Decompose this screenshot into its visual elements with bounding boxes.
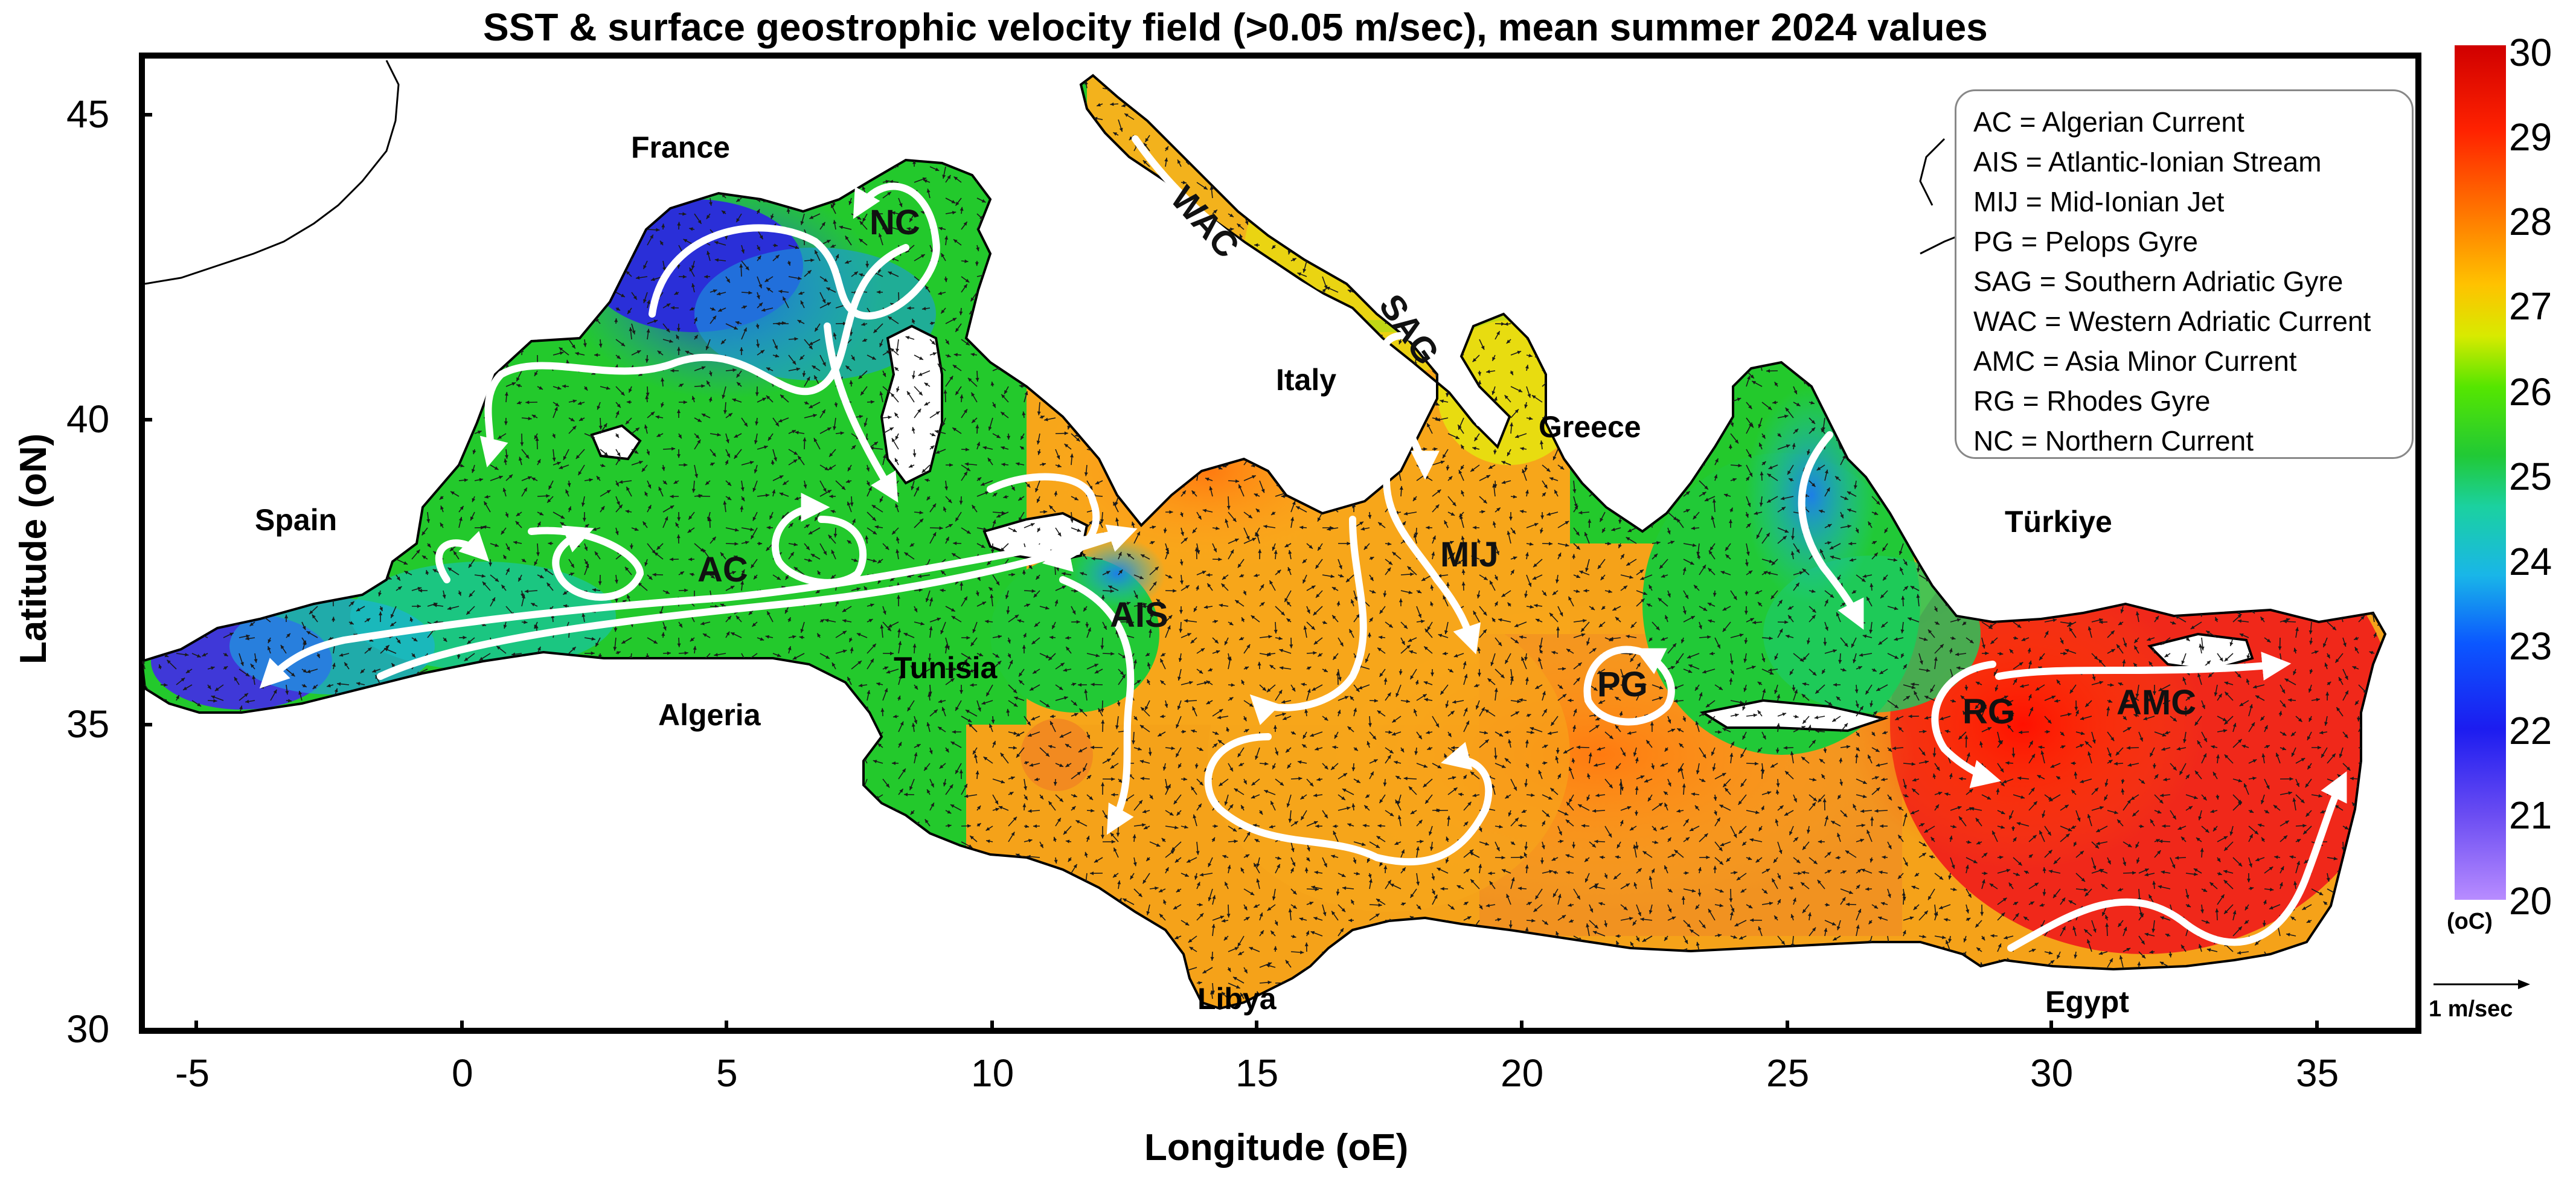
label-nc: NC [870, 203, 920, 242]
colorbar-tick-label: 21 [2509, 793, 2552, 837]
current-path-ac-east [377, 524, 1138, 680]
place-tunisia: Tunisia [894, 651, 998, 685]
legend-item: AC = Algerian Current [1973, 106, 2244, 138]
chart-title: SST & surface geostrophic velocity field… [483, 5, 1988, 49]
island-crete [1699, 699, 1889, 732]
place-egypt: Egypt [2045, 985, 2129, 1019]
colorbar-tick-label: 28 [2509, 200, 2552, 243]
place-algeria: Algeria [658, 698, 761, 732]
x-tick-label: 0 [452, 1051, 473, 1095]
legend-item: WAC = Western Adriatic Current [1973, 306, 2371, 337]
label-amc: AMC [2116, 683, 2197, 722]
legend-box: AC = Algerian Current AIS = Atlantic-Ion… [1955, 89, 2414, 459]
colorbar-tick-label: 27 [2509, 284, 2552, 328]
island-corsica-sardinia [880, 324, 943, 485]
current-path-eddy-3 [987, 473, 1100, 572]
x-tick-label: 15 [1235, 1051, 1279, 1095]
y-axis-label: Latitude (oN) [13, 433, 54, 664]
current-path-ionian [1204, 733, 1493, 866]
place-spain: Spain [255, 503, 338, 537]
y-tick-label: 40 [66, 397, 110, 441]
x-tick-label: 30 [2030, 1051, 2074, 1095]
current-path-rg [1931, 661, 2001, 789]
current-path-nc [649, 182, 940, 320]
legend-item: MIJ = Mid-Ionian Jet [1973, 186, 2225, 217]
current-path-ais [1059, 576, 1135, 835]
x-tick-label: -5 [175, 1051, 210, 1095]
label-ais: AIS [1110, 595, 1168, 635]
colorbar [2455, 45, 2506, 900]
x-tick-label: 10 [971, 1051, 1014, 1095]
velocity-scale-label: 1 m/sec [2429, 996, 2513, 1022]
current-path-eddy-1 [528, 525, 644, 601]
place-libya: Libya [1197, 982, 1277, 1016]
current-path-eddy-west [435, 531, 490, 583]
y-tick-label: 35 [66, 702, 110, 746]
label-pg: PG [1597, 665, 1648, 704]
place-turkiye: Türkiye [2005, 505, 2112, 539]
label-rg: RG [1962, 692, 2015, 731]
colorbar-tick-label: 23 [2509, 624, 2552, 668]
colorbar-tick-label: 26 [2509, 370, 2552, 414]
current-path-mij-2 [1249, 516, 1367, 725]
place-france: France [631, 130, 730, 164]
y-tick-label: 30 [66, 1007, 110, 1051]
current-path-aegean [1798, 431, 1864, 630]
current-path-liguro [824, 322, 899, 503]
velocity-scale-arrow [2433, 979, 2530, 989]
colorbar-tick-label: 25 [2509, 455, 2552, 498]
legend-item: AIS = Atlantic-Ionian Stream [1973, 146, 2322, 178]
colorbar-tick-label: 30 [2509, 31, 2552, 74]
legend-item: PG = Pelops Gyre [1973, 226, 2198, 257]
colorbar-tick-label: 20 [2509, 879, 2552, 923]
legend-item: AMC = Asia Minor Current [1973, 345, 2297, 377]
colorbar-tick-label: 24 [2509, 540, 2552, 583]
island-balearic [590, 424, 642, 461]
current-path-sag [1376, 332, 1483, 426]
x-tick-label: 5 [716, 1051, 738, 1095]
y-tick-label: 45 [66, 92, 110, 136]
current-path-eddy-2 [771, 493, 867, 586]
current-path-pg [1583, 646, 1675, 726]
x-tick-label: 35 [2296, 1051, 2339, 1095]
current-paths [259, 135, 2347, 952]
colorbar-unit: (oC) [2447, 909, 2493, 934]
current-path-amc [1995, 652, 2292, 681]
axis-ticks [142, 113, 2319, 1031]
place-greece: Greece [1539, 410, 1641, 444]
legend-item: NC = Northern Current [1973, 425, 2254, 457]
current-path-wac [1132, 135, 1440, 480]
current-path-ac [259, 528, 1133, 689]
x-tick-label: 25 [1766, 1051, 1810, 1095]
place-italy: Italy [1276, 363, 1337, 397]
current-path-lion [479, 244, 909, 467]
current-path-mij [1383, 455, 1481, 655]
current-path-levantine [2007, 771, 2347, 952]
colorbar-tick-label: 22 [2509, 709, 2552, 752]
colorbar-tick-label: 29 [2509, 115, 2552, 159]
x-tick-label: 20 [1501, 1051, 1544, 1095]
legend-item: SAG = Southern Adriatic Gyre [1973, 266, 2344, 297]
label-mij: MIJ [1440, 535, 1499, 574]
label-ac: AC [697, 550, 748, 589]
legend-item: RG = Rhodes Gyre [1973, 385, 2211, 417]
x-axis-label: Longitude (oE) [1144, 1127, 1409, 1168]
